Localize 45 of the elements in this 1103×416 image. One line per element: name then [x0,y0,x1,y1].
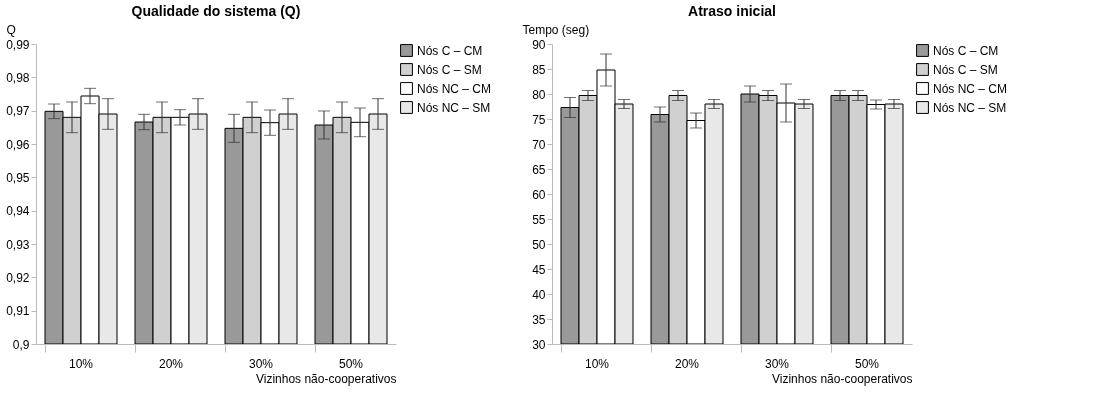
y-tick-label: 55 [532,212,546,227]
y-tick-label: 0,91 [6,304,30,319]
chart-title: Atraso inicial [688,3,776,19]
x-tick-label: 20% [158,356,184,371]
y-tick-label: 35 [532,312,546,327]
legend-label: Nós NC – SM [933,100,1007,115]
y-tick-label: 0,93 [6,237,30,252]
x-tick-label: 20% [674,356,700,371]
y-tick-label: 40 [532,287,546,302]
y-tick-label: 0,97 [6,104,30,119]
y-axis-title: Tempo (seg) [522,22,590,37]
y-tick-label: 75 [532,112,546,127]
y-tick-label: 85 [532,62,546,77]
y-tick-label: 0,9 [12,337,30,352]
x-tick-label: 50% [854,356,880,371]
y-tick-label: 50 [532,237,546,252]
x-tick-label: 50% [338,356,364,371]
y-tick-label: 90 [532,37,546,52]
legend-label: Nós C – SM [417,62,482,77]
legend-label: Nós C – CM [417,43,483,58]
y-tick-label: 80 [532,87,546,102]
y-tick-label: 65 [532,162,546,177]
y-tick-label: 70 [532,137,546,152]
y-tick-label: 0,92 [6,270,30,285]
x-tick-label: 30% [764,356,790,371]
y-tick-label: 0,98 [6,70,30,85]
x-tick-label: 10% [68,356,94,371]
chart-title: Qualidade do sistema (Q) [131,3,301,19]
y-tick-label: 0,94 [6,204,30,219]
y-axis-title: Q [6,22,16,37]
y-tick-label: 0,95 [6,170,30,185]
legend-label: Nós NC – SM [417,100,491,115]
legend-label: Nós C – SM [933,62,998,77]
y-tick-label: 0,99 [6,37,30,52]
legend-label: Nós NC – CM [417,81,492,96]
legend-label: Nós NC – CM [933,81,1008,96]
x-axis-title: Vizinhos não-cooperativos [255,371,397,386]
y-tick-label: 45 [532,262,546,277]
y-tick-label: 30 [532,337,546,352]
y-tick-label: 0,96 [6,137,30,152]
y-tick-label: 60 [532,187,546,202]
x-tick-label: 30% [248,356,274,371]
x-axis-title: Vizinhos não-cooperativos [771,371,913,386]
legend-label: Nós C – CM [933,43,999,58]
x-tick-label: 10% [584,356,610,371]
